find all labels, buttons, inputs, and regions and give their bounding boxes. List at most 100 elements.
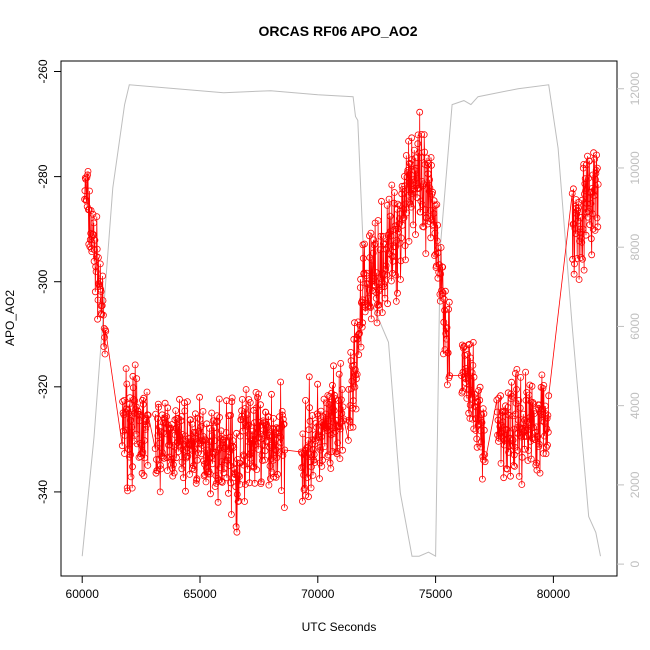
apo-point xyxy=(240,451,247,459)
apo-point xyxy=(235,471,242,479)
apo-point xyxy=(327,398,334,406)
apo-point xyxy=(310,451,318,458)
apo-point xyxy=(390,243,398,251)
apo-point xyxy=(351,383,359,391)
apo-point xyxy=(373,319,381,327)
apo-point xyxy=(246,479,253,487)
apo-point xyxy=(326,423,334,430)
apo-point xyxy=(375,301,383,309)
apo-point xyxy=(208,460,216,468)
apo-point xyxy=(142,425,149,433)
apo-point xyxy=(370,281,378,289)
apo-point xyxy=(276,432,284,440)
apo-point xyxy=(234,498,242,505)
apo-point xyxy=(352,405,360,413)
apo-point xyxy=(97,309,105,317)
apo-point xyxy=(351,319,358,327)
apo-point xyxy=(434,249,442,257)
apo-point xyxy=(244,465,252,473)
apo-point xyxy=(187,440,195,448)
apo-point xyxy=(228,394,236,402)
apo-point xyxy=(500,441,508,449)
apo-point xyxy=(416,108,424,116)
apo-point xyxy=(480,456,487,464)
apo-point xyxy=(359,254,367,262)
apo-point xyxy=(590,186,598,194)
apo-point xyxy=(383,201,391,209)
apo-point xyxy=(505,411,513,419)
apo-point xyxy=(305,493,312,501)
apo-point xyxy=(240,461,248,469)
apo-point xyxy=(435,268,443,276)
apo-point xyxy=(440,318,448,326)
apo-point xyxy=(261,456,269,464)
apo-point xyxy=(382,262,390,270)
apo-point xyxy=(181,432,189,440)
apo-point xyxy=(271,436,279,443)
y-tick-label: -280 xyxy=(36,164,50,188)
apo-point xyxy=(330,362,337,370)
apo-point xyxy=(126,394,134,402)
apo-point xyxy=(399,205,407,213)
apo-point xyxy=(364,294,372,302)
apo-point xyxy=(268,390,275,398)
x-tick-label: 60000 xyxy=(66,587,100,601)
apo-point xyxy=(140,437,148,444)
apo-point xyxy=(249,463,257,471)
apo-point xyxy=(594,180,602,188)
apo-point xyxy=(156,439,164,447)
apo-point xyxy=(577,254,585,261)
apo-point xyxy=(543,414,551,422)
apo-point xyxy=(120,427,127,435)
apo-point xyxy=(313,423,320,431)
apo-point xyxy=(499,418,507,426)
apo-point xyxy=(187,445,195,453)
apo-point xyxy=(466,340,473,348)
apo-point xyxy=(304,436,312,444)
apo-point xyxy=(263,420,271,428)
apo-point xyxy=(441,287,449,295)
apo-point xyxy=(591,155,599,163)
x-tick-label: 75000 xyxy=(419,587,453,601)
apo-point xyxy=(535,404,542,412)
apo-point xyxy=(96,282,103,290)
apo-point xyxy=(514,447,522,454)
apo-point xyxy=(439,263,447,271)
apo-point xyxy=(172,407,180,415)
altitude-series xyxy=(81,84,601,558)
apo-point xyxy=(472,403,480,411)
apo-point xyxy=(478,475,486,483)
apo-point xyxy=(336,425,344,433)
apo-point xyxy=(545,392,553,400)
apo-point xyxy=(384,300,392,308)
apo-point xyxy=(581,175,589,183)
apo-point xyxy=(372,294,380,302)
apo-point xyxy=(311,440,319,448)
apo-point xyxy=(583,200,591,208)
apo-point xyxy=(152,456,160,463)
apo-point xyxy=(281,446,289,454)
x-axis: 60000 65000 70000 75000 80000 xyxy=(66,576,571,601)
apo-point xyxy=(503,425,511,433)
apo-point xyxy=(418,130,426,138)
apo-point xyxy=(544,411,552,419)
apo-point xyxy=(398,182,406,190)
apo-point xyxy=(96,278,104,285)
apo-point xyxy=(367,304,374,312)
x-tick-label: 80000 xyxy=(537,587,571,601)
apo-point xyxy=(329,448,337,455)
apo-point xyxy=(81,187,89,195)
apo-point xyxy=(406,159,414,167)
apo-point xyxy=(172,424,180,432)
apo-point xyxy=(378,197,385,205)
apo-point xyxy=(544,428,552,436)
apo-point xyxy=(138,413,146,421)
apo-point xyxy=(578,235,585,243)
apo-point xyxy=(196,393,204,401)
apo-point xyxy=(140,394,148,402)
apo-point xyxy=(580,160,588,168)
apo-point xyxy=(156,488,164,496)
apo-point xyxy=(174,448,182,456)
apo-point xyxy=(430,210,438,217)
apo-point xyxy=(211,437,219,445)
